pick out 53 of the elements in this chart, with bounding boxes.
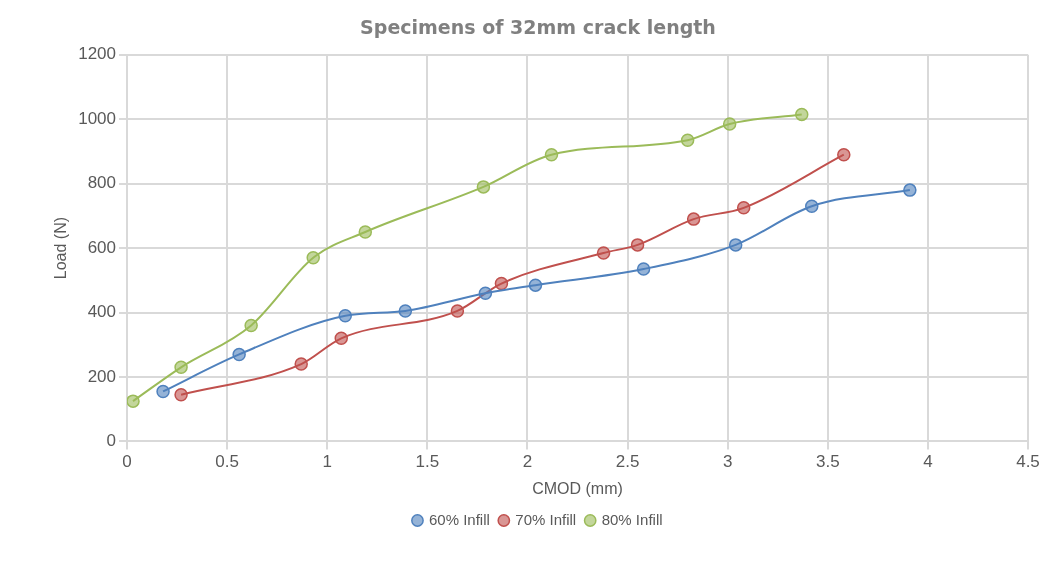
y-tick-label: 200 xyxy=(87,366,117,386)
x-tick-label: 1 xyxy=(322,452,332,472)
point xyxy=(478,286,493,300)
x-tick-label: 0.5 xyxy=(215,452,239,472)
y-tick-label: 400 xyxy=(87,302,117,322)
point xyxy=(232,347,246,362)
point xyxy=(728,238,743,252)
legend-label: 80% Infill xyxy=(601,510,663,528)
point xyxy=(306,251,320,265)
x-tick-label: 4.5 xyxy=(1016,452,1040,472)
point xyxy=(736,201,751,215)
x-tick-label: 3 xyxy=(722,452,733,472)
point xyxy=(358,225,373,239)
point xyxy=(722,117,737,131)
y-tick-label: 0 xyxy=(106,431,117,451)
point xyxy=(294,357,308,371)
point xyxy=(174,387,188,402)
point xyxy=(528,278,543,292)
legend-label: 60% Infill xyxy=(428,510,490,528)
y-tick-label: 1000 xyxy=(78,108,117,128)
chart-title: Specimens of 32mm crack length xyxy=(360,16,716,39)
point xyxy=(174,360,188,375)
point xyxy=(476,180,491,194)
x-tick-label: 2.5 xyxy=(615,452,640,472)
point xyxy=(686,212,701,226)
point xyxy=(244,318,258,333)
point xyxy=(837,147,851,162)
point xyxy=(156,384,170,399)
point xyxy=(805,199,819,213)
point xyxy=(636,262,651,276)
x-axis-title: CMOD (mm) xyxy=(532,479,623,497)
x-tick-label: 0 xyxy=(122,452,132,472)
point xyxy=(596,246,611,260)
x-tick-label: 3.5 xyxy=(815,452,840,472)
point xyxy=(544,147,559,162)
legend-label: 70% Infill xyxy=(515,510,577,528)
point xyxy=(494,276,509,291)
point xyxy=(338,309,353,323)
point xyxy=(334,331,348,346)
point xyxy=(680,133,695,147)
point xyxy=(127,394,140,408)
y-axis-title: Load (N) xyxy=(52,216,70,280)
point xyxy=(795,107,809,122)
point xyxy=(398,304,413,318)
x-tick-label: 2 xyxy=(522,452,533,472)
y-tick-label: 800 xyxy=(87,173,117,193)
y-tick-label: 1200 xyxy=(78,44,117,64)
point xyxy=(630,238,645,252)
point xyxy=(903,183,917,197)
point xyxy=(450,304,465,318)
x-tick-label: 1.5 xyxy=(415,452,440,472)
y-tick-label: 600 xyxy=(87,237,117,257)
x-tick-label: 4 xyxy=(923,452,933,472)
